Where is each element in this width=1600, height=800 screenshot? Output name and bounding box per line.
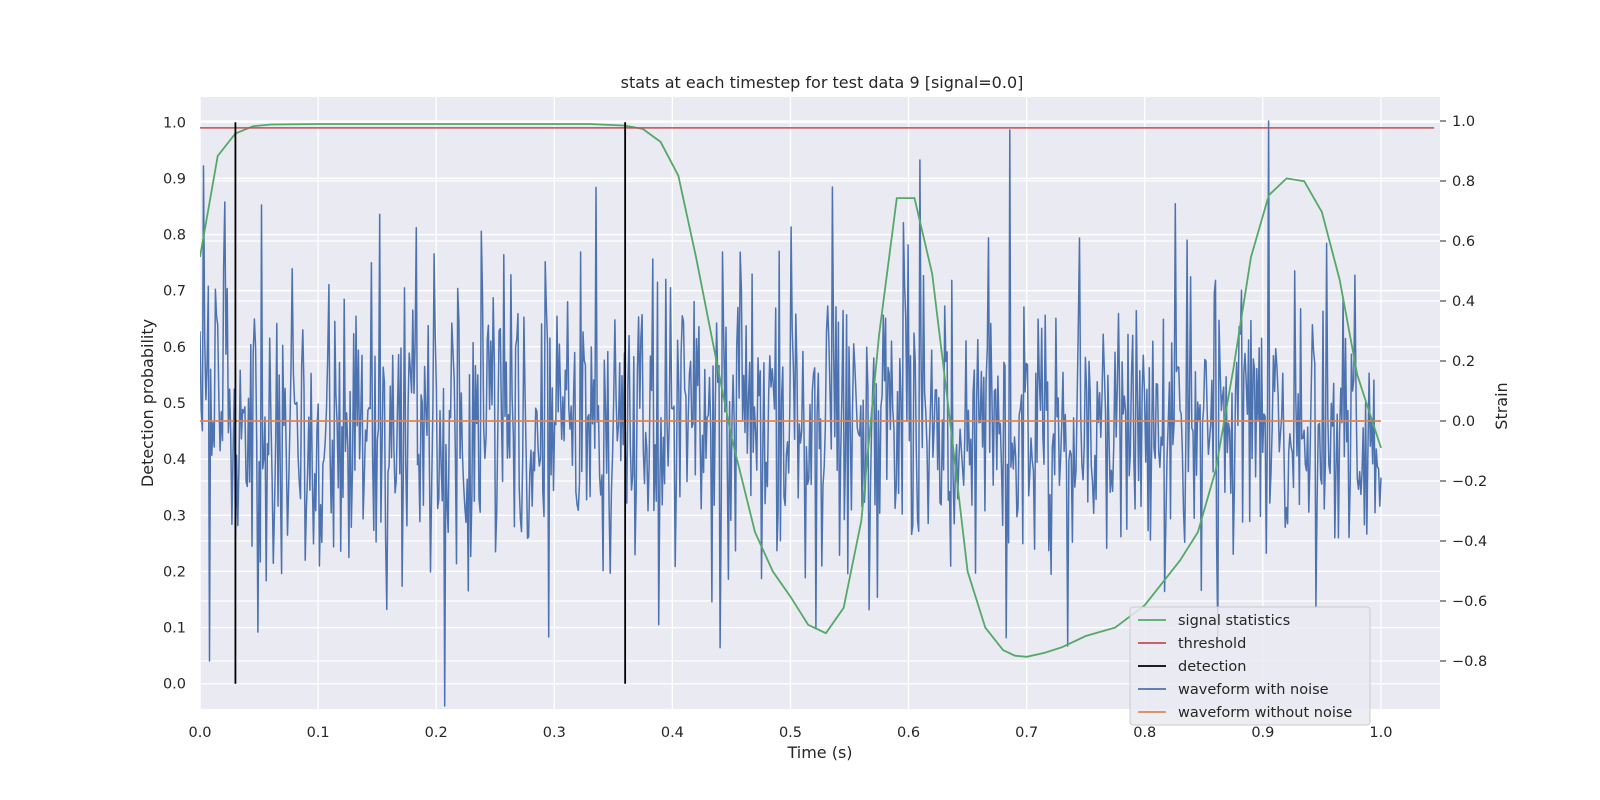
right-axis-ticks: −0.8 −0.6 −0.4 −0.2 0.0 0.2 0.4 0.6 0.8 1.0 xyxy=(1440,114,1487,670)
series-waveform-with-noise xyxy=(200,120,1382,707)
x-tick-label: 0.9 xyxy=(1251,725,1274,741)
left-tick-label: 0.2 xyxy=(163,564,186,580)
legend-label: waveform without noise xyxy=(1178,705,1352,721)
left-tick-label: 0.0 xyxy=(163,677,186,693)
legend-box xyxy=(1129,606,1371,726)
right-tick-label: 1.0 xyxy=(1452,114,1475,130)
right-tick-label: −0.4 xyxy=(1452,534,1487,550)
x-axis-ticks: 0.0 0.1 0.2 0.3 0.4 0.5 0.6 0.7 0.8 0.9 1.0 xyxy=(188,725,1392,741)
x-tick-label: 0.7 xyxy=(1015,725,1038,741)
left-tick-label: 0.3 xyxy=(163,508,186,524)
x-tick-label: 0.8 xyxy=(1133,725,1156,741)
x-tick-label: 0.2 xyxy=(425,725,448,741)
left-tick-label: 0.8 xyxy=(163,228,186,244)
legend-label: detection xyxy=(1178,659,1246,675)
left-tick-label: 0.5 xyxy=(163,396,186,412)
legend-label: signal statistics xyxy=(1178,613,1290,629)
series-signal-statistics xyxy=(200,123,1382,658)
right-tick-label: 0.2 xyxy=(1452,354,1475,370)
x-tick-label: 0.0 xyxy=(188,725,211,741)
left-axis-label: Detection probability xyxy=(138,319,157,487)
left-tick-label: 0.7 xyxy=(163,284,186,300)
x-tick-label: 0.3 xyxy=(543,725,566,741)
left-tick-label: 1.0 xyxy=(163,115,186,131)
left-tick-label: 0.4 xyxy=(163,452,186,468)
right-tick-label: 0.0 xyxy=(1452,414,1475,430)
left-tick-label: 0.9 xyxy=(163,171,186,187)
legend-label: threshold xyxy=(1178,636,1246,652)
right-tick-label: −0.6 xyxy=(1452,594,1487,610)
x-tick-label: 0.4 xyxy=(661,725,684,741)
right-tick-label: −0.2 xyxy=(1452,474,1487,490)
x-axis-label: Time (s) xyxy=(786,743,852,762)
chart-title: stats at each timestep for test data 9 [… xyxy=(621,73,1024,92)
right-tick-label: 0.6 xyxy=(1452,234,1475,250)
left-tick-label: 0.6 xyxy=(163,340,186,356)
series-group xyxy=(200,120,1435,707)
right-tick-label: 0.8 xyxy=(1452,174,1475,190)
left-axis-ticks: 0.0 0.1 0.2 0.3 0.4 0.5 0.6 0.7 0.8 0.9 1.0 xyxy=(163,115,186,692)
x-tick-label: 1.0 xyxy=(1369,725,1392,741)
right-axis-label: Strain xyxy=(1492,382,1511,429)
right-tick-label: −0.8 xyxy=(1452,654,1487,670)
x-tick-label: 0.1 xyxy=(307,725,330,741)
legend: signal statistics threshold detection wavef… xyxy=(1129,606,1371,726)
left-tick-label: 0.1 xyxy=(163,621,186,637)
right-tick-label: 0.4 xyxy=(1452,294,1475,310)
x-tick-label: 0.6 xyxy=(897,725,920,741)
x-tick-label: 0.5 xyxy=(779,725,802,741)
legend-label: waveform with noise xyxy=(1178,682,1329,698)
